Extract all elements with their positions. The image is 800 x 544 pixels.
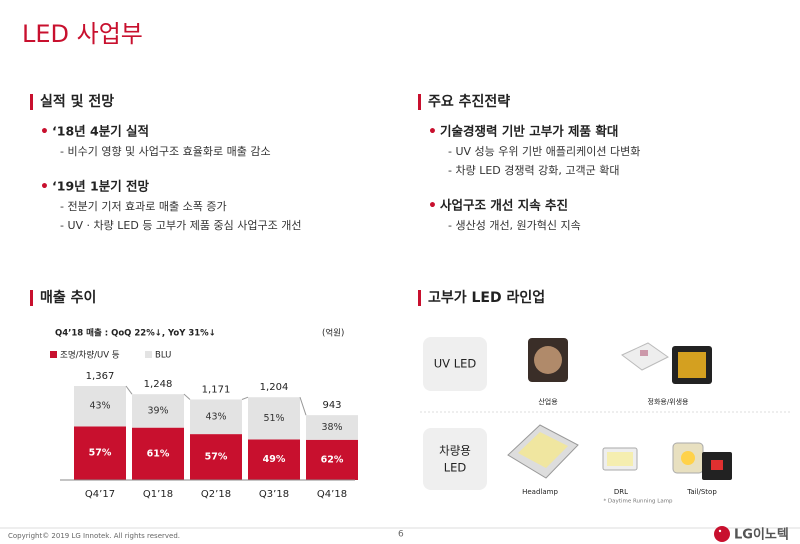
image-footnote: * Daytime Running Lamp: [603, 499, 673, 505]
segment-label: 57%: [205, 452, 228, 463]
slide-title: LED 사업부: [22, 20, 143, 48]
led-image: [711, 460, 723, 470]
connector: [183, 393, 191, 400]
segment-label: 49%: [263, 454, 286, 465]
bullet-head: 기술경쟁력 기반 고부가 제품 확대: [440, 124, 618, 139]
x-tick-label: Q1’18: [143, 489, 173, 500]
section-title: 고부가 LED 라인업: [428, 289, 545, 306]
bullet: •: [428, 124, 437, 140]
bar-segment: [306, 415, 358, 440]
row-label: UV LED: [434, 357, 477, 371]
led-image: [518, 432, 568, 468]
chart-note: Q4’18 매출 : QoQ 22%↓, YoY 31%↓: [55, 328, 216, 339]
legend-swatch: [50, 351, 57, 358]
bullet-sub: - 전분기 기저 효과로 매출 소폭 증가: [60, 200, 227, 213]
bullet: •: [40, 124, 49, 140]
row-label-box: [423, 337, 487, 391]
bullet-sub: - UV · 차량 LED 등 고부가 제품 중심 사업구조 개선: [60, 219, 301, 232]
bullet-sub: - 비수기 영향 및 사업구조 효율화로 매출 감소: [60, 145, 271, 158]
image-caption: 정화용/위생용: [648, 397, 690, 406]
x-tick-label: Q4’18: [317, 489, 347, 500]
total-label: 1,248: [144, 379, 173, 390]
row-label-box: [423, 428, 487, 490]
bar-segment: [248, 439, 300, 480]
bar-segment: [190, 434, 242, 480]
logo-text: LG이노텍: [734, 527, 789, 543]
image-caption: Headlamp: [522, 488, 558, 496]
image-caption: DRL: [614, 488, 628, 496]
total-label: 1,171: [202, 384, 231, 395]
bullet-sub: - 생산성 개선, 원가혁신 지속: [448, 219, 581, 232]
section-title: 매출 추이: [40, 289, 96, 306]
section-title: 주요 추진전략: [428, 93, 510, 110]
segment-label: 39%: [147, 405, 168, 416]
heading-bar: [30, 290, 33, 306]
bar-segment: [132, 394, 184, 428]
x-tick-label: Q3’18: [259, 489, 289, 500]
bullet-sub: - 차량 LED 경쟁력 강화, 고객군 확대: [448, 164, 619, 177]
bar-segment: [306, 439, 358, 480]
image-caption: 산업용: [538, 397, 558, 406]
connector: [125, 385, 133, 395]
row-label: LED: [444, 461, 467, 475]
segment-label: 38%: [321, 422, 342, 433]
legend-label: BLU: [155, 351, 171, 361]
total-label: 1,367: [86, 371, 115, 382]
connector: [241, 396, 249, 400]
led-image: [640, 350, 648, 356]
bullet: •: [428, 198, 437, 214]
logo-mark: [714, 526, 730, 542]
section-title: 실적 및 전망: [40, 93, 114, 110]
bullet-sub: - UV 성능 우위 기반 애플리케이션 다변화: [448, 145, 640, 158]
bullet-head: ‘18년 4분기 실적: [52, 124, 149, 139]
segment-label: 62%: [321, 454, 344, 465]
x-tick-label: Q4’17: [85, 489, 115, 500]
segment-label: 57%: [89, 448, 112, 459]
total-label: 1,204: [260, 382, 289, 393]
bullet-head: ‘19년 1분기 전망: [52, 179, 150, 194]
image-caption: Tail/Stop: [686, 488, 717, 496]
chart-unit: (억원): [322, 328, 344, 339]
bar-segment: [248, 397, 300, 440]
segment-label: 43%: [205, 411, 226, 422]
led-image: [621, 342, 669, 371]
led-image: [607, 452, 633, 466]
heading-bar: [418, 94, 421, 110]
bar-segment: [132, 427, 184, 480]
page-number: 6: [398, 530, 404, 540]
bar-segment: [74, 426, 126, 480]
logo-eye: [718, 529, 722, 533]
segment-label: 61%: [147, 448, 170, 459]
led-image: [534, 346, 562, 374]
bullet-head: 사업구조 개선 지속 추진: [440, 198, 568, 213]
connector: [299, 397, 307, 416]
bar-segment: [190, 399, 242, 435]
led-image: [681, 451, 695, 465]
segment-label: 43%: [89, 401, 110, 412]
total-label: 943: [322, 400, 341, 411]
bar-segment: [74, 386, 126, 427]
heading-bar: [30, 94, 33, 110]
legend-swatch: [145, 351, 152, 358]
legend-label: 조명/차량/UV 등: [60, 350, 120, 361]
led-image: [678, 352, 706, 378]
x-tick-label: Q2’18: [201, 489, 231, 500]
row-label: 차량용: [439, 444, 471, 458]
heading-bar: [418, 290, 421, 306]
segment-label: 51%: [263, 413, 284, 424]
copyright: Copyright© 2019 LG Innotek. All rights r…: [8, 532, 180, 540]
bullet: •: [40, 179, 49, 195]
